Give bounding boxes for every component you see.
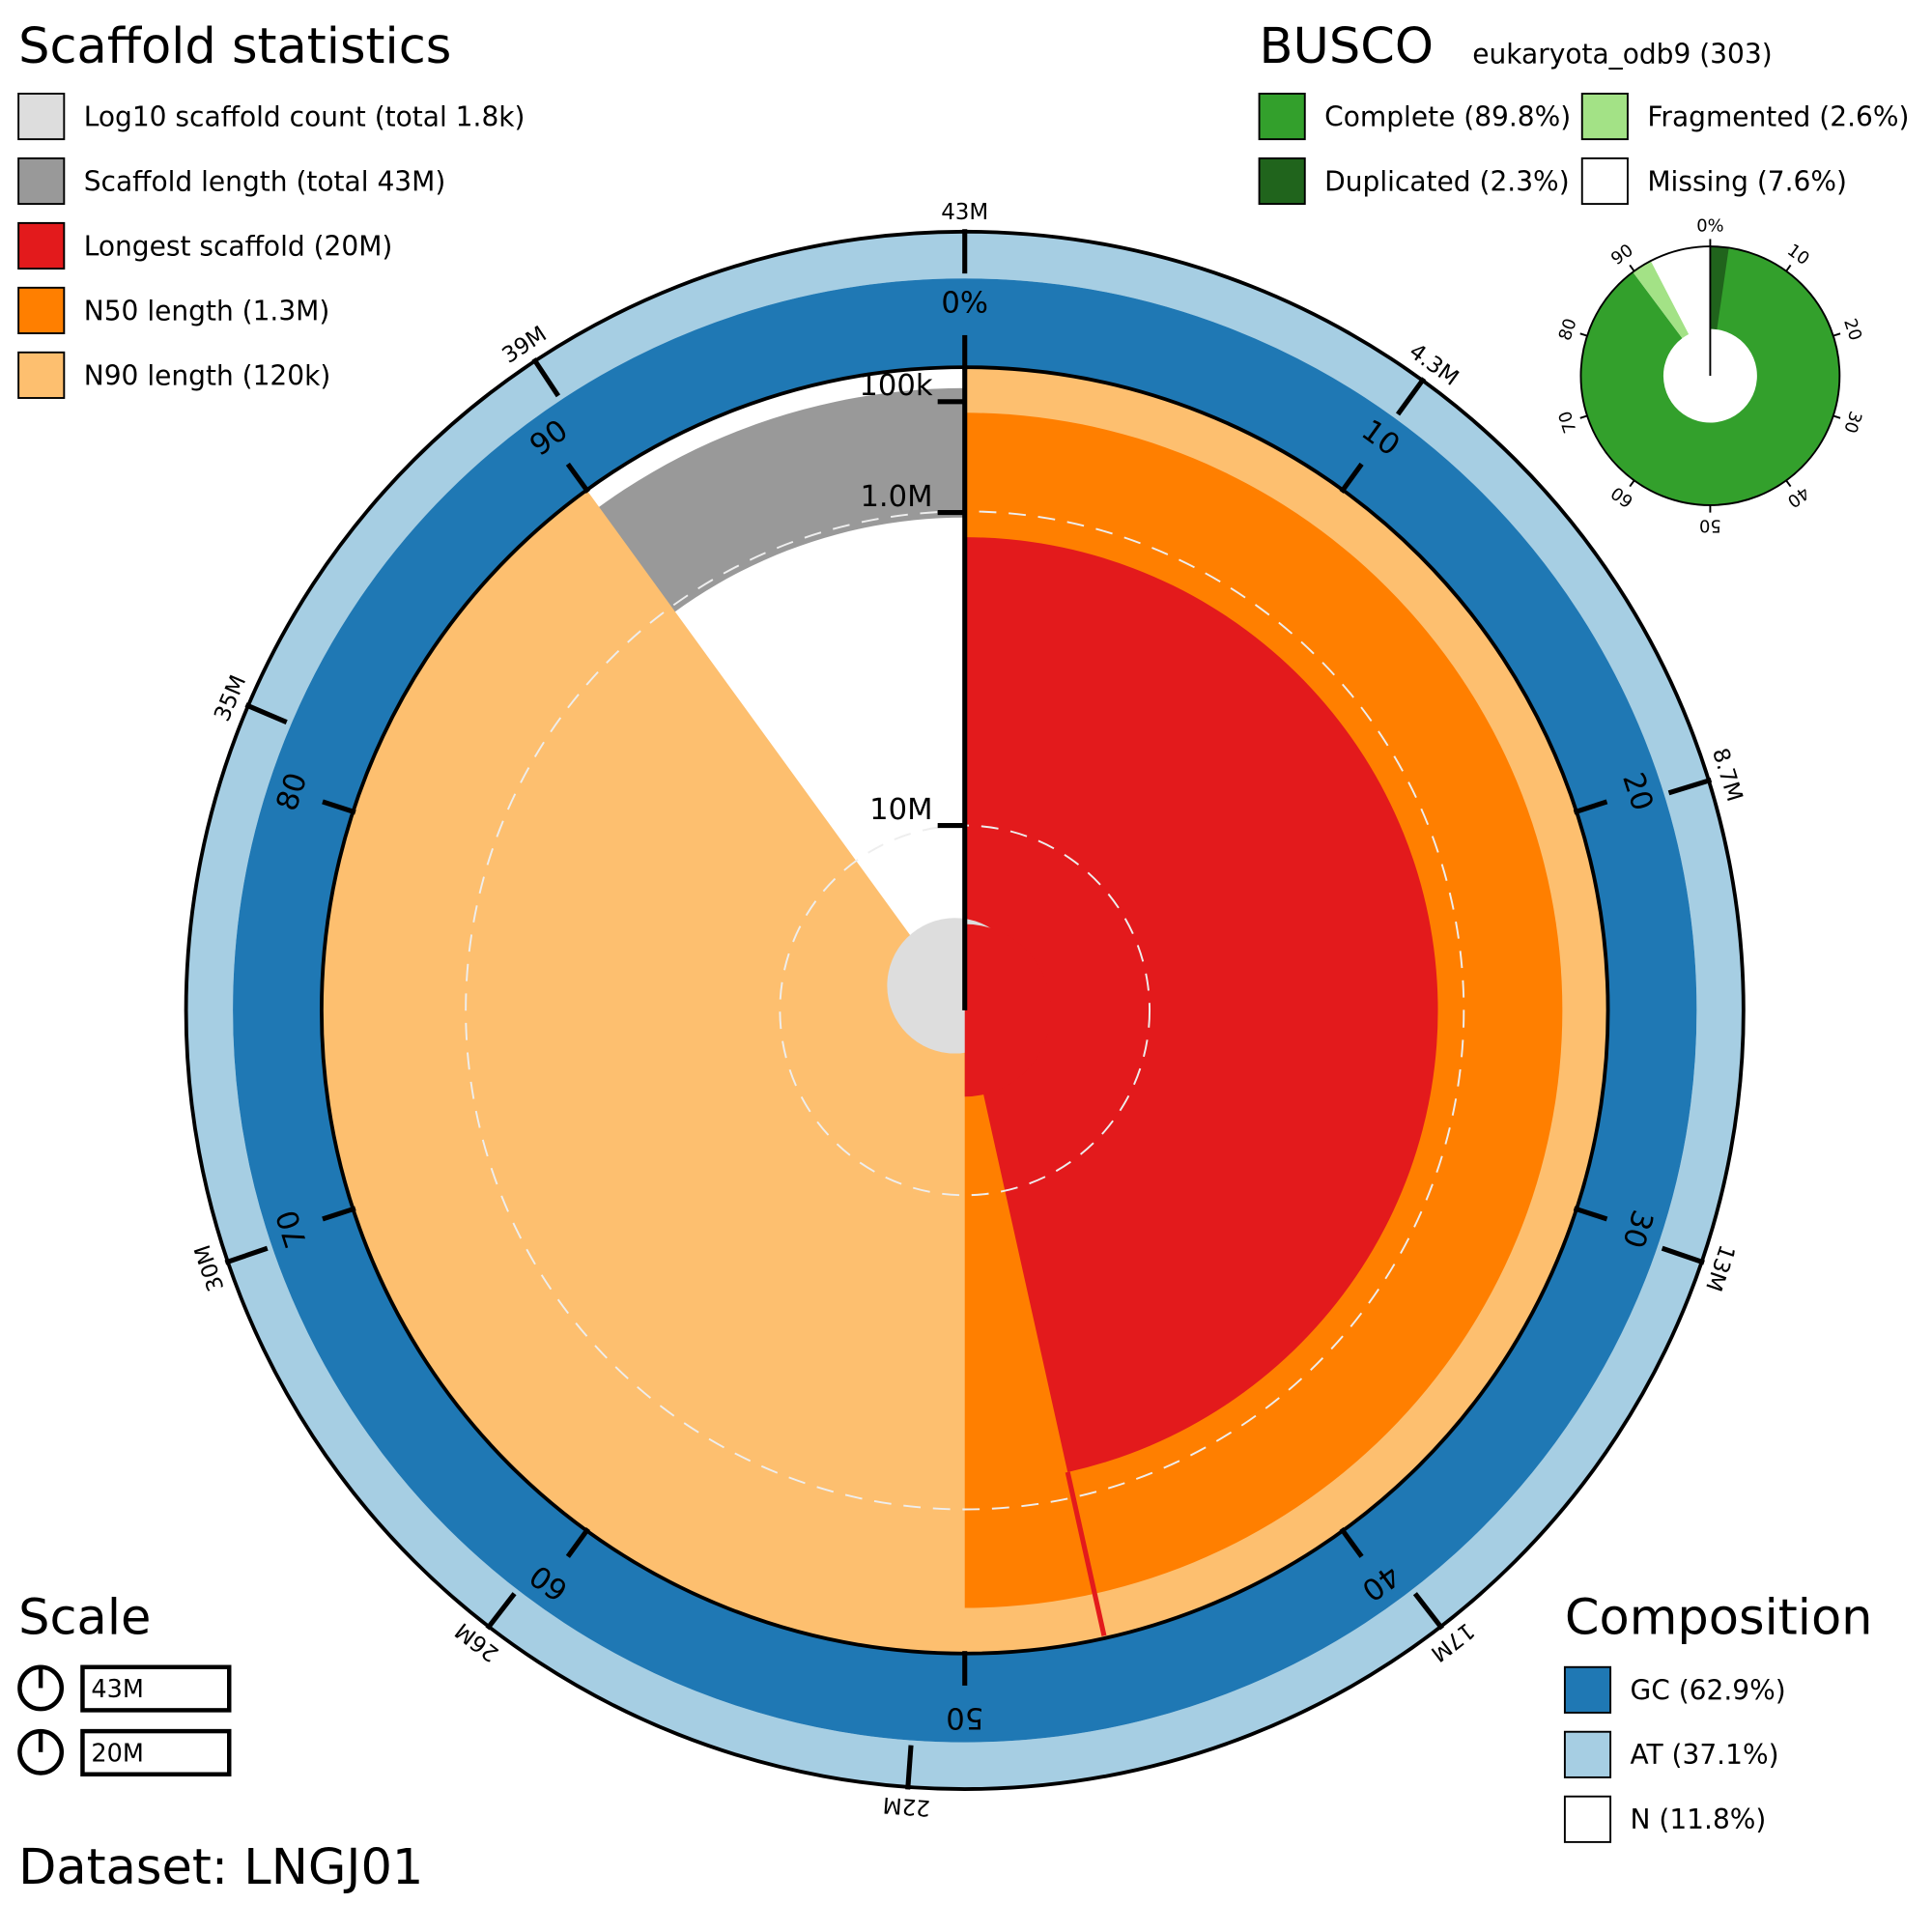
percent-tick xyxy=(565,1527,590,1558)
longest-scaffold-line xyxy=(1065,1471,1107,1636)
length-tick xyxy=(224,1245,269,1265)
busco-swatch xyxy=(1580,92,1629,141)
radius-tick-label: 10M xyxy=(869,793,932,827)
length-tick xyxy=(1667,777,1713,796)
composition-label: AT (37.1%) xyxy=(1631,1739,1779,1771)
scale-box xyxy=(80,1664,232,1713)
composition-title: Composition xyxy=(1565,1589,1873,1646)
legend-label: N50 length (1.3M) xyxy=(84,295,330,327)
legend-label: Scaffold length (total 43M) xyxy=(84,165,446,197)
percent-tick-label: 50 xyxy=(946,1700,983,1734)
busco-tick xyxy=(1579,332,1588,337)
length-tick xyxy=(1412,1592,1444,1631)
percent-tick-label: 0% xyxy=(941,287,988,321)
composition-label: N (11.8%) xyxy=(1631,1804,1767,1835)
composition-label: GC (62.9%) xyxy=(1631,1674,1786,1706)
busco-swatch xyxy=(1580,156,1629,206)
busco-lineage: eukaryota_odb9 (303) xyxy=(1472,38,1772,70)
length-tick xyxy=(1395,377,1427,416)
busco-tick xyxy=(1833,414,1841,419)
busco-tick xyxy=(1833,332,1841,337)
title: Scaffold statistics xyxy=(18,18,451,75)
dataset-label: Dataset: LNGJ01 xyxy=(18,1839,423,1896)
legend-swatch xyxy=(17,156,66,206)
length-tick xyxy=(905,1745,914,1790)
legend-swatch xyxy=(17,286,66,334)
busco-tick xyxy=(1785,479,1792,488)
busco-label: Complete (89.8%) xyxy=(1324,100,1571,132)
legend-label: Log10 scaffold count (total 1.8k) xyxy=(84,100,526,132)
length-tick xyxy=(244,702,288,724)
busco-tick xyxy=(1579,414,1588,419)
legend-swatch xyxy=(17,351,66,399)
percent-tick xyxy=(1573,1206,1608,1222)
percent-tick xyxy=(322,799,356,815)
busco-tick xyxy=(1785,264,1792,272)
gc-ring xyxy=(233,278,1697,1743)
busco-swatch xyxy=(1258,92,1306,141)
length-tick xyxy=(1661,1245,1705,1265)
legend-label: N90 length (120k) xyxy=(84,359,331,391)
length-tick xyxy=(531,357,560,398)
busco-label: Duplicated (2.3%) xyxy=(1324,165,1569,197)
longest-scaffold xyxy=(964,537,1438,1472)
legend-label: Longest scaffold (20M) xyxy=(84,230,393,262)
legend-swatch xyxy=(17,92,66,141)
busco-duplicated xyxy=(1710,246,1729,330)
busco-tick-label: 50 xyxy=(1699,515,1721,535)
busco-swatch xyxy=(1258,156,1306,206)
percent-tick xyxy=(322,1206,356,1222)
busco-label: Fragmented (2.6%) xyxy=(1647,100,1909,132)
composition-swatch xyxy=(1563,1795,1612,1843)
radius-tick-label: 100k xyxy=(859,369,932,403)
scale-label: 43M xyxy=(91,1675,143,1704)
radius-tick-label: 1.0M xyxy=(860,480,932,514)
percent-tick xyxy=(565,462,590,494)
legend-swatch xyxy=(17,221,66,270)
busco-title: BUSCO xyxy=(1260,18,1435,75)
length-tick-label: 43M xyxy=(941,200,988,225)
busco-label: Missing (7.6%) xyxy=(1647,165,1847,197)
busco-tick xyxy=(1629,479,1635,488)
length-tick xyxy=(485,1592,517,1631)
count-mask xyxy=(964,923,1052,1097)
percent-tick xyxy=(1573,799,1608,815)
percent-tick xyxy=(1339,462,1364,494)
scale-label: 20M xyxy=(91,1739,143,1768)
percent-tick xyxy=(1339,1527,1364,1558)
scale-title: Scale xyxy=(18,1589,151,1646)
composition-swatch xyxy=(1563,1665,1612,1714)
busco-tick xyxy=(1629,264,1635,272)
busco-complete xyxy=(1580,246,1840,505)
busco-fragmented xyxy=(1633,261,1690,339)
scale-box xyxy=(80,1728,232,1776)
composition-swatch xyxy=(1563,1730,1612,1778)
length-tick-label: 22M xyxy=(882,1792,931,1821)
busco-tick-label: 0% xyxy=(1696,216,1723,237)
